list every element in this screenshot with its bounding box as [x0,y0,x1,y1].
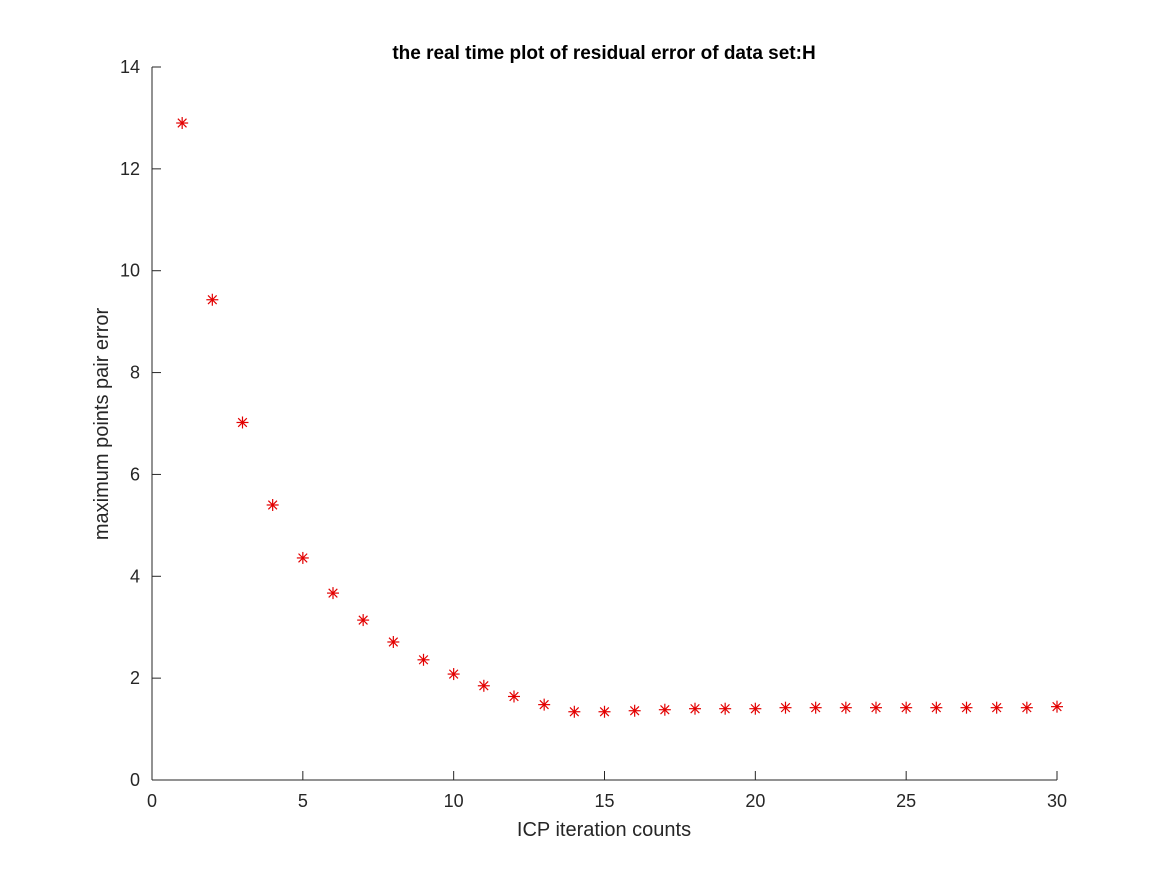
data-point [870,701,882,714]
y-tick-label: 12 [120,159,140,179]
x-tick-label: 30 [1047,791,1067,811]
chart-title: the real time plot of residual error of … [392,43,815,64]
data-point [598,705,611,718]
y-tick-label: 4 [130,566,140,586]
data-point [176,117,189,130]
x-tick-label: 0 [147,791,157,811]
data-point [689,702,701,715]
data-point [960,701,973,714]
x-axis-label: ICP iteration counts [517,819,691,841]
x-tick-label: 5 [298,791,308,811]
data-point [809,701,822,714]
data-point [930,701,943,714]
data-point [538,698,551,711]
data-point [900,701,913,714]
y-tick-label: 8 [130,363,140,383]
data-point [327,587,339,600]
data-point [568,705,581,718]
data-point [417,653,430,666]
data-point [1020,701,1033,714]
axes [151,67,1057,781]
data-point [477,679,490,692]
x-tick-label: 20 [745,791,765,811]
y-tick-label: 2 [130,668,140,688]
data-point [266,498,279,511]
ticks: 0 5 10 15 20 25 30 0 2 4 6 8 10 12 14 [120,57,1067,811]
data-point [628,704,641,717]
data-point [296,551,309,564]
data-point [839,701,852,714]
x-tick-label: 25 [896,791,916,811]
y-axis-label: maximum points pair error [91,308,113,541]
x-tick-label: 15 [594,791,614,811]
data-point [719,702,732,715]
data-point [387,635,400,648]
data-point [357,614,370,627]
data-markers [176,117,1063,718]
data-point [658,703,671,716]
x-tick-label: 10 [444,791,464,811]
data-point [236,416,249,429]
data-point [749,702,762,715]
y-tick-label: 6 [130,464,140,484]
data-point [990,701,1003,714]
data-point [206,293,219,306]
data-point [508,690,520,703]
data-point [779,701,792,714]
data-point [1051,700,1063,713]
data-point [447,668,460,681]
y-tick-label: 0 [130,770,140,790]
y-tick-label: 10 [120,261,140,281]
y-tick-label: 14 [120,57,140,77]
